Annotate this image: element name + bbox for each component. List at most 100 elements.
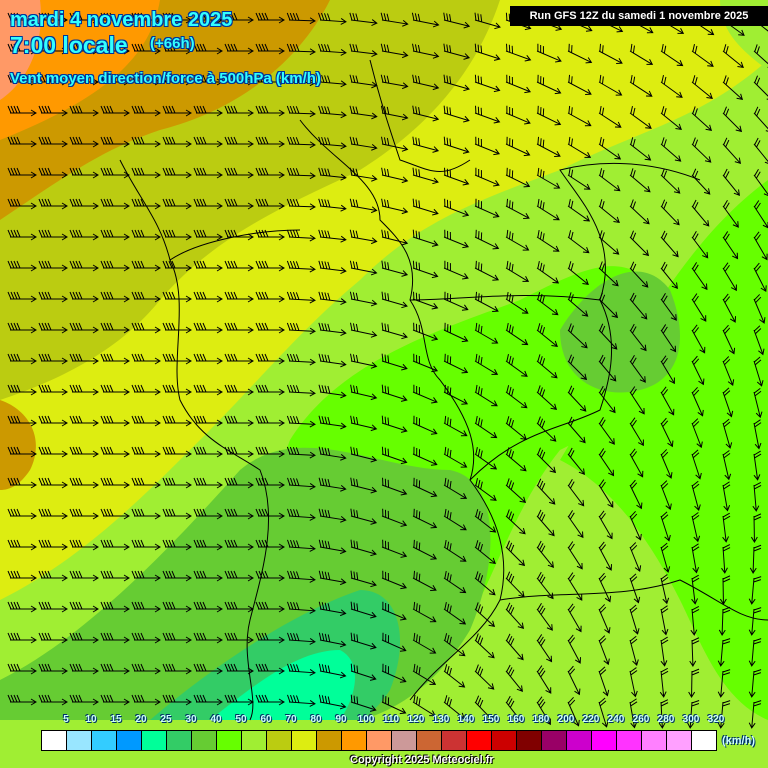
wind-barb: [536, 634, 553, 663]
wind-barb: [381, 136, 409, 152]
legend-swatch: [242, 731, 267, 750]
wind-barb: [69, 74, 99, 86]
wind-barb: [412, 508, 438, 529]
wind-barb: [691, 418, 703, 449]
wind-barb: [255, 136, 285, 148]
wind-barb: [660, 386, 675, 416]
wind-barb: [131, 384, 161, 396]
wind-barb: [162, 477, 192, 489]
wind-barb: [162, 663, 192, 675]
wind-barb: [411, 12, 440, 28]
wind-barb: [162, 229, 192, 241]
wind-barb: [318, 570, 347, 586]
wind-barb: [536, 696, 551, 726]
wind-barb: [131, 291, 161, 303]
wind-barb: [38, 477, 68, 489]
legend-swatch: [467, 731, 492, 750]
wind-barb: [381, 229, 409, 246]
legend-tick: 15: [110, 714, 122, 725]
wind-barb: [162, 322, 192, 334]
wind-barb: [100, 508, 130, 520]
wind-barb: [567, 261, 589, 285]
wind-barb: [69, 105, 99, 117]
wind-barb: [255, 508, 285, 520]
wind-barb: [193, 136, 223, 148]
wind-barb: [350, 384, 378, 401]
wind-barb: [381, 477, 408, 496]
wind-barb: [691, 168, 711, 195]
wind-barb: [412, 663, 437, 685]
wind-barb: [660, 480, 672, 511]
wind-barb: [629, 199, 650, 225]
wind-barb: [69, 384, 99, 396]
wind-barb: [381, 384, 408, 402]
wind-barb: [286, 415, 316, 428]
wind-barb: [162, 291, 192, 303]
wind-barb: [193, 694, 223, 706]
wind-barb: [100, 105, 130, 117]
wind-barb: [318, 663, 347, 679]
wind-barb: [718, 606, 731, 636]
wind-barb: [722, 324, 736, 355]
wind-barb: [629, 667, 638, 698]
wind-barb: [255, 322, 285, 334]
wind-barb: [224, 384, 254, 396]
legend-tick: 140: [457, 714, 475, 725]
wind-barb: [286, 43, 316, 56]
legend-tick: 30: [185, 714, 197, 725]
map-description: Vent moyen direction/force à 500hPa (km/…: [10, 70, 321, 87]
wind-barb: [722, 231, 739, 260]
wind-barb: [474, 602, 496, 628]
legend-swatch: [667, 731, 692, 750]
wind-barb: [722, 293, 737, 323]
wind-barb: [629, 74, 653, 97]
legend-tick: 220: [582, 714, 600, 725]
legend-swatch: [442, 731, 467, 750]
wind-barb: [412, 291, 439, 310]
wind-barb: [255, 198, 285, 210]
wind-barb: [318, 353, 347, 368]
wind-barb: [474, 198, 500, 218]
wind-barb: [318, 601, 347, 617]
wind-barb: [286, 446, 316, 459]
wind-barb: [443, 602, 467, 625]
wind-barb: [660, 106, 682, 130]
wind-barb: [162, 384, 192, 396]
legend-tick: 120: [407, 714, 425, 725]
wind-barb: [350, 663, 377, 681]
wind-barb: [7, 384, 37, 396]
wind-barb: [7, 322, 37, 334]
wind-barb: [536, 74, 562, 95]
wind-barb: [660, 137, 682, 162]
wind-barb: [131, 229, 161, 241]
wind-barb: [722, 262, 737, 292]
wind-barb: [753, 294, 766, 324]
wind-barb: [687, 700, 700, 729]
wind-barb: [255, 694, 285, 706]
wind-barb: [38, 136, 68, 148]
wind-barb: [193, 291, 223, 303]
wind-barb: [567, 634, 582, 664]
wind-barb: [443, 570, 467, 594]
wind-barb: [193, 570, 223, 582]
wind-barb: [38, 229, 68, 241]
wind-barb: [193, 12, 223, 24]
wind-barb: [255, 446, 285, 458]
wind-barb: [474, 695, 494, 722]
wind-barb: [474, 291, 499, 313]
legend-tick: 320: [707, 714, 725, 725]
wind-barb: [722, 13, 745, 36]
model-run-label: Run GFS 12Z du samedi 1 novembre 2025: [510, 6, 768, 26]
wind-barb: [349, 198, 378, 214]
wind-barb: [318, 12, 347, 25]
wind-barb: [350, 508, 378, 525]
wind-barb: [412, 322, 439, 341]
wind-barb: [318, 136, 347, 150]
wind-barb: [69, 632, 99, 644]
wind-barb: [318, 260, 347, 274]
wind-barb: [474, 136, 501, 156]
wind-barb: [629, 604, 640, 635]
wind-barb: [722, 356, 735, 387]
wind-barb: [753, 106, 768, 134]
